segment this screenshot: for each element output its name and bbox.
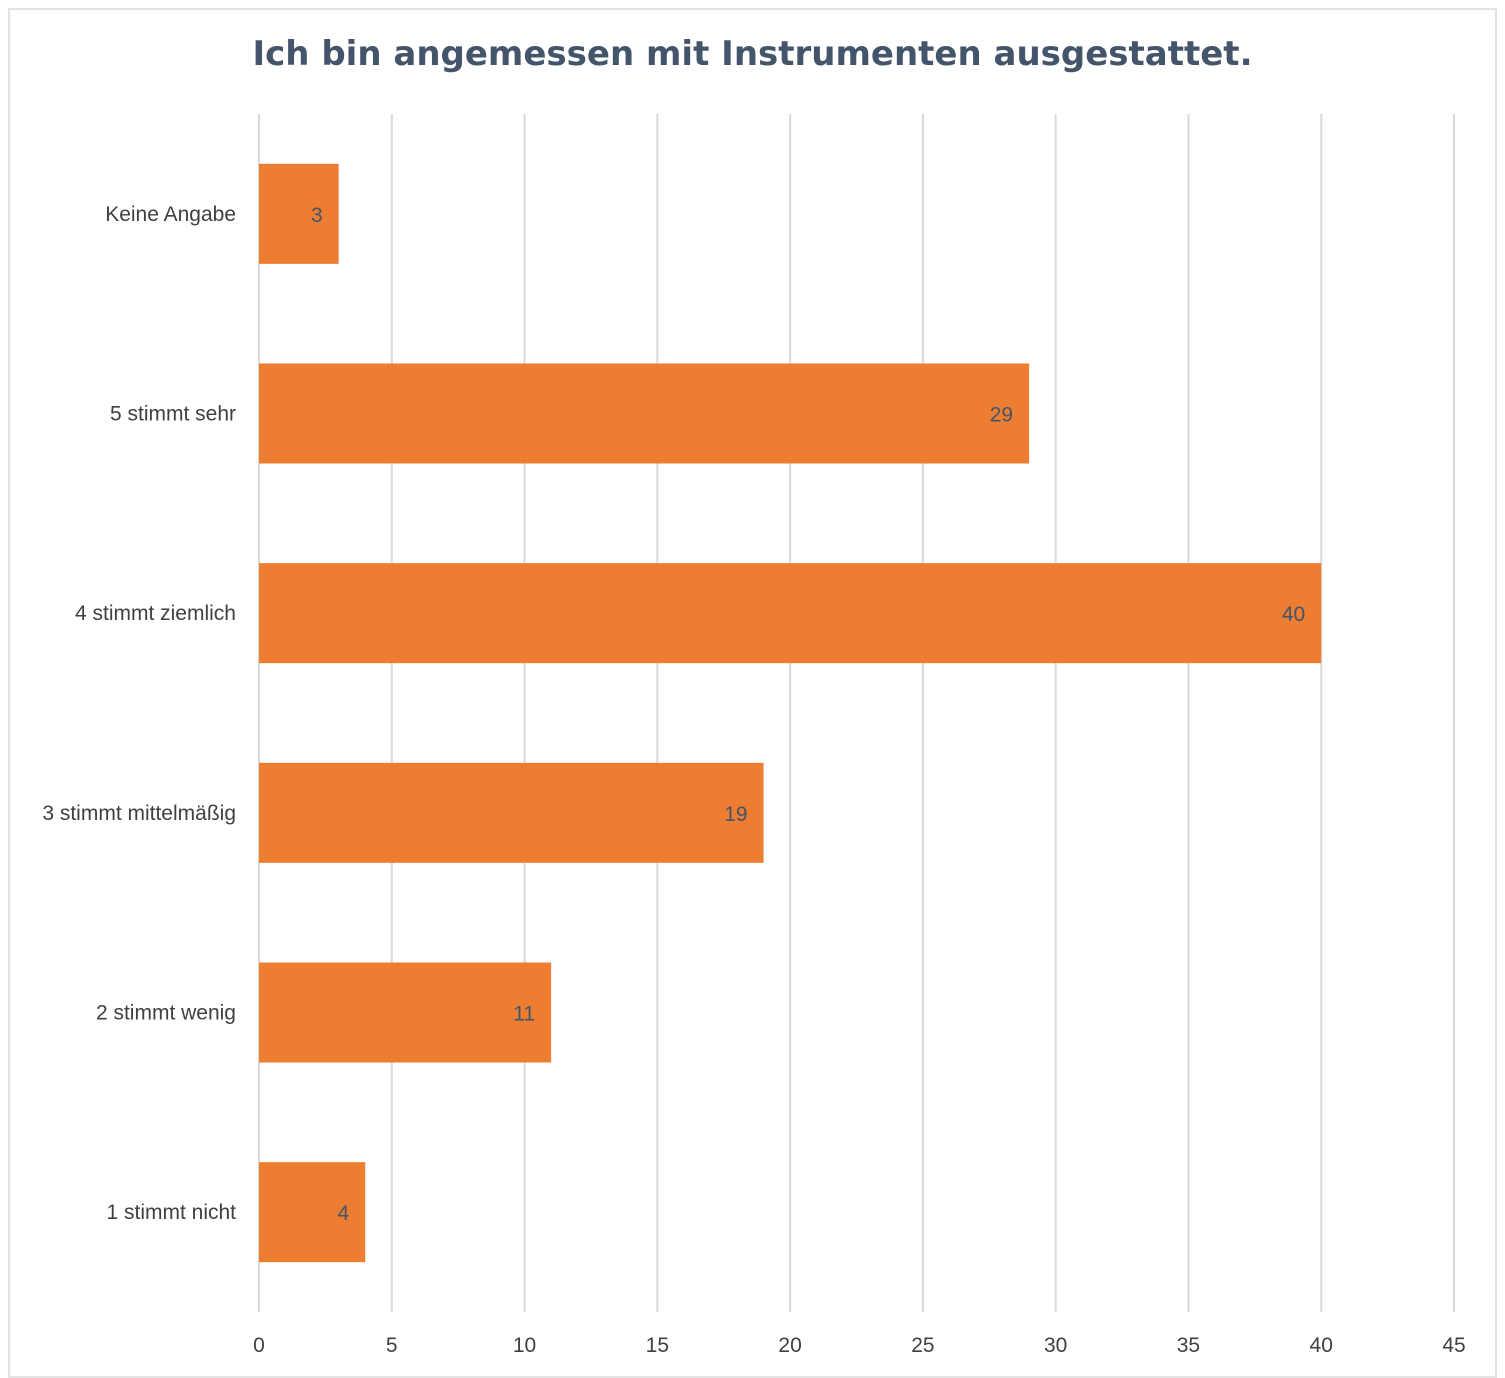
data-label: 11 xyxy=(513,1003,535,1026)
data-label: 3 xyxy=(311,204,323,227)
data-label: 40 xyxy=(1282,603,1305,626)
x-tick-label: 25 xyxy=(911,1334,934,1357)
x-tick-label: 5 xyxy=(386,1334,398,1357)
x-tick-label: 45 xyxy=(1442,1334,1465,1357)
x-tick-label: 40 xyxy=(1310,1334,1333,1357)
bar xyxy=(259,1162,366,1263)
bars: 3 29 40 19 11 4 xyxy=(259,163,1322,1263)
data-label: 29 xyxy=(990,404,1013,427)
category-label: 4 stimmt ziemlich xyxy=(75,602,236,625)
bar xyxy=(259,163,339,264)
bar xyxy=(259,762,764,863)
bar xyxy=(259,962,552,1063)
bar xyxy=(259,363,1030,464)
category-label: Keine Angabe xyxy=(105,203,236,226)
category-label: 5 stimmt sehr xyxy=(110,403,236,426)
x-tick-label: 35 xyxy=(1177,1334,1200,1357)
x-tick-label: 30 xyxy=(1044,1334,1067,1357)
category-label: 2 stimmt wenig xyxy=(96,1002,236,1025)
category-label: 1 stimmt nicht xyxy=(106,1201,236,1224)
x-tick-label: 0 xyxy=(253,1334,265,1357)
data-label: 4 xyxy=(338,1202,350,1225)
x-tick-label: 10 xyxy=(513,1334,536,1357)
category-labels: Keine Angabe 5 stimmt sehr 4 stimmt ziemli… xyxy=(42,203,236,1224)
x-tick-label: 20 xyxy=(778,1334,801,1357)
data-label: 19 xyxy=(724,803,747,826)
chart-title: Ich bin angemessen mit Instrumenten ausg… xyxy=(252,34,1253,74)
bar xyxy=(259,563,1322,664)
gridlines xyxy=(258,114,1455,1312)
x-tick-label: 15 xyxy=(646,1334,669,1357)
category-label: 3 stimmt mittelmäßig xyxy=(42,802,236,825)
x-tick-labels: 0 5 10 15 20 25 30 35 40 45 xyxy=(253,1334,1466,1357)
